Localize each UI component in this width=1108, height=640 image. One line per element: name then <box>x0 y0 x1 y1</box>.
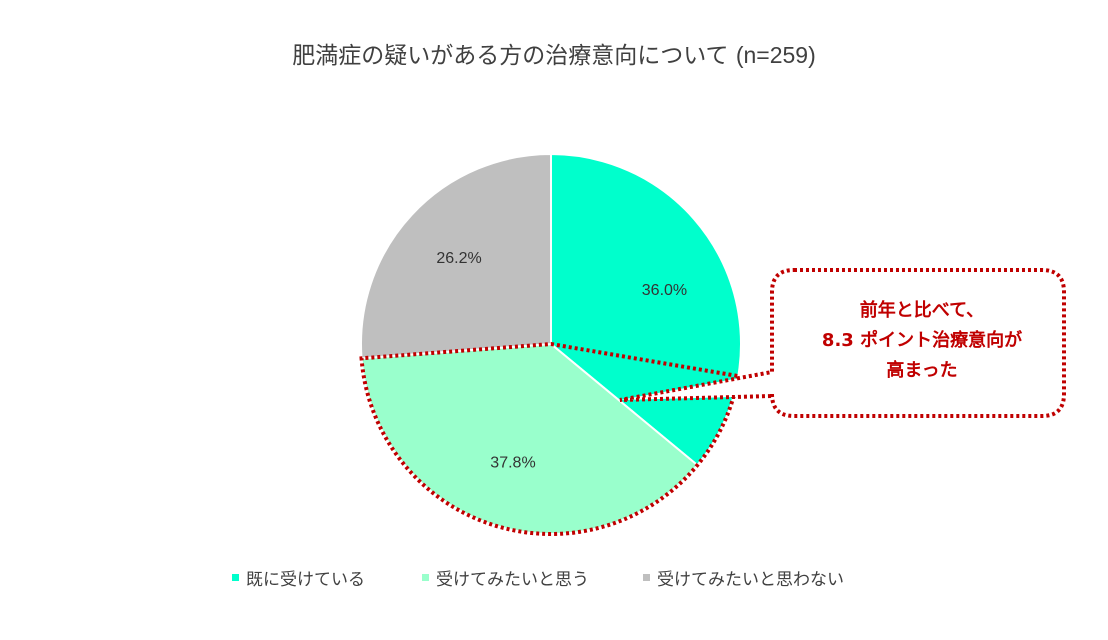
callout-box <box>619 268 1066 418</box>
callout-text: 前年と比べて、 8.3 ポイント治療意向が 高まった <box>776 296 1068 386</box>
pie-label-not-want: 26.2% <box>436 250 481 267</box>
callout-line-2: 8.3 ポイント治療意向が <box>821 330 1023 351</box>
chart-title-text: 肥満症の疑いがある方の治療意向について <box>292 43 729 69</box>
legend-label-want: 受けてみたいと思う <box>436 570 589 590</box>
pie-slice-not-want <box>360 152 552 360</box>
legend-swatch-want <box>422 574 429 581</box>
legend-swatch-already <box>232 574 239 581</box>
legend: 既に受けている 受けてみたいと思う 受けてみたいと思わない <box>0 565 1108 590</box>
pie-label-already: 36.0% <box>642 282 687 299</box>
callout-line-3: 高まった <box>886 360 958 381</box>
chart-title-n: (n=259) <box>735 42 816 68</box>
pie-label-want: 37.8% <box>490 455 535 472</box>
chart-title: 肥満症の疑いがある方の治療意向について (n=259) <box>0 36 1108 70</box>
legend-label-already: 既に受けている <box>246 570 365 590</box>
highlight-outline <box>359 341 741 536</box>
legend-item-want: 受けてみたいと思う <box>422 565 589 590</box>
legend-label-not-want: 受けてみたいと思わない <box>657 570 844 590</box>
legend-swatch-not-want <box>643 574 650 581</box>
legend-item-not-want: 受けてみたいと思わない <box>643 565 844 590</box>
legend-item-already: 既に受けている <box>232 565 365 590</box>
callout-line-1: 前年と比べて、 <box>859 300 985 321</box>
